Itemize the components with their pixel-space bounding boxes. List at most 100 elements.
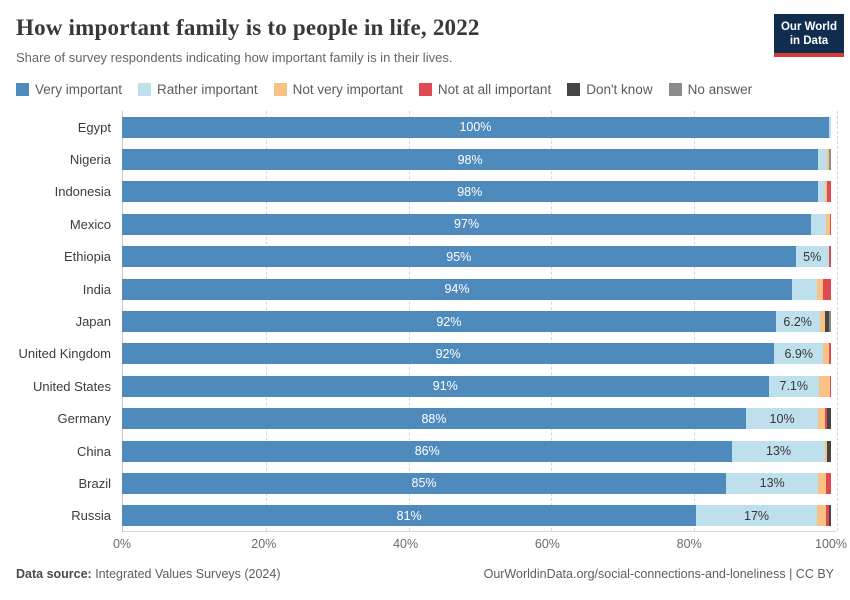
bar-rows: Egypt 100% Nigeria 98% Indonesia 98% Mexico 97%… <box>16 111 834 532</box>
stacked-bar: 92% 6.2% <box>122 311 831 333</box>
bar-segment-very-important[interactable]: 94% <box>122 278 792 300</box>
stacked-bar: 91% 7.1% <box>122 375 831 397</box>
bar-segment-rather-important[interactable]: 6.9% <box>774 343 824 365</box>
bar-segment-don-t-know[interactable] <box>827 440 831 462</box>
bar-segment-rather-important[interactable] <box>828 116 831 138</box>
bar-segment-very-important[interactable]: 98% <box>122 181 818 203</box>
bar-secondary-value-label: 6.9% <box>784 346 813 361</box>
bar-segment-not-very-important[interactable] <box>823 343 829 365</box>
bar-segment-not-at-all-important[interactable] <box>828 246 831 268</box>
bar-value-label: 98% <box>457 184 483 199</box>
bar-segment-rather-important[interactable]: 17% <box>696 505 817 527</box>
legend-item-rather-important: Rather important <box>138 82 258 97</box>
bar-segment-very-important[interactable]: 91% <box>122 375 769 397</box>
country-label: United States <box>32 378 111 394</box>
bar-segment-rather-important[interactable]: 7.1% <box>768 375 819 397</box>
page-title: How important family is to people in lif… <box>16 15 480 40</box>
bar-row-united-states: United States 91% 7.1% <box>16 370 834 402</box>
footer: Data source: Integrated Values Surveys (… <box>16 567 834 581</box>
bar-value-label: 95% <box>446 249 472 264</box>
x-tick-label-60: 60% <box>534 537 560 552</box>
bar-segment-not-at-all-important[interactable] <box>829 213 831 235</box>
bar-segment-very-important[interactable]: 95% <box>122 246 796 268</box>
bar-segment-very-important[interactable]: 86% <box>122 440 733 462</box>
x-tick-label-100: 100% <box>815 537 847 552</box>
bar-segment-not-at-all-important[interactable] <box>826 505 829 527</box>
bar-segment-rather-important[interactable]: 10% <box>745 408 819 430</box>
data-source: Data source: Integrated Values Surveys (… <box>16 567 281 581</box>
bar-segment-rather-important[interactable] <box>818 149 828 171</box>
country-label: Japan <box>75 314 111 330</box>
bar-segment-not-very-important[interactable] <box>824 440 828 462</box>
bar-segment-very-important[interactable]: 98% <box>122 149 819 171</box>
bar-segment-rather-important[interactable]: 13% <box>732 440 825 462</box>
bar-segment-very-important[interactable]: 97% <box>122 213 812 235</box>
country-label: United Kingdom <box>18 346 112 362</box>
bar-segment-rather-important[interactable] <box>811 213 827 235</box>
bar-segment-not-at-all-important[interactable] <box>826 181 831 203</box>
owid-logo-line2: in Data <box>789 35 829 47</box>
country-label: Russia <box>71 508 111 524</box>
bar-segment-very-important[interactable]: 85% <box>122 472 727 494</box>
legend-item-don-t-know: Don't know <box>567 82 653 97</box>
legend-swatch-icon <box>668 83 682 96</box>
bar-segment-rather-important[interactable]: 13% <box>726 472 819 494</box>
country-label: Ethiopia <box>64 249 111 265</box>
bar-segment-don-t-know[interactable] <box>824 311 829 333</box>
country-label: Brazil <box>78 475 111 491</box>
bar-segment-rather-important[interactable] <box>817 181 826 203</box>
bar-secondary-value-label: 13% <box>759 476 785 491</box>
bar-segment-rather-important[interactable] <box>792 278 817 300</box>
owid-logo: Our World in Data <box>774 14 844 57</box>
bar-row-united-kingdom: United Kingdom 92% 6.9% <box>16 338 834 370</box>
bar-segment-very-important[interactable]: 88% <box>122 408 746 430</box>
bar-segment-very-important[interactable]: 100% <box>122 116 829 138</box>
bar-segment-very-important[interactable]: 92% <box>122 311 776 333</box>
bar-segment-not-at-all-important[interactable] <box>828 343 831 365</box>
bar-segment-not-at-all-important[interactable] <box>826 472 831 494</box>
bar-segment-not-very-important[interactable] <box>818 472 827 494</box>
legend-swatch-icon <box>138 83 152 96</box>
legend-label: Rather important <box>157 82 258 97</box>
bar-segment-not-very-important[interactable] <box>818 408 826 430</box>
country-label: Mexico <box>69 216 111 232</box>
bar-segment-rather-important[interactable]: 6.2% <box>775 311 820 333</box>
bar-segment-not-at-all-important[interactable] <box>823 278 831 300</box>
bar-segment-not-very-important[interactable] <box>826 213 830 235</box>
legend-label: Very important <box>35 82 123 97</box>
stacked-bar: 85% 13% <box>122 472 831 494</box>
owid-logo-line1: Our World <box>780 21 837 33</box>
bar-segment-rather-important[interactable]: 5% <box>795 246 829 268</box>
gridline-100 <box>837 111 838 532</box>
bar-segment-not-very-important[interactable] <box>825 181 827 203</box>
legend-swatch-icon <box>418 83 432 96</box>
bar-segment-not-at-all-important[interactable] <box>825 408 828 430</box>
stacked-bar: 86% 13% <box>122 440 831 462</box>
legend-item-very-important: Very important <box>16 82 122 97</box>
stacked-bar: 98% <box>122 149 831 171</box>
bar-row-indonesia: Indonesia 98% <box>16 176 834 208</box>
legend-swatch-icon <box>273 83 287 96</box>
bar-segment-very-important[interactable]: 81% <box>122 505 697 527</box>
x-axis: 0% 20% 40% 60% 80% 100% <box>113 532 847 554</box>
bar-segment-not-very-important[interactable] <box>818 375 830 397</box>
bar-segment-no-answer[interactable] <box>828 149 831 171</box>
bar-segment-no-answer[interactable] <box>828 311 831 333</box>
bar-secondary-value-label: 10% <box>769 411 795 426</box>
legend-label: Not very important <box>292 82 403 97</box>
bar-row-nigeria: Nigeria 98% <box>16 143 834 175</box>
bar-value-label: 81% <box>396 508 422 523</box>
bar-segment-not-very-important[interactable] <box>827 149 829 171</box>
stacked-bar: 95% 5% <box>122 246 831 268</box>
bar-segment-not-very-important[interactable] <box>816 278 824 300</box>
country-label: Nigeria <box>69 152 111 168</box>
legend: Very important Rather important Not very i… <box>16 82 834 97</box>
bar-segment-not-at-all-important[interactable] <box>829 375 831 397</box>
bar-segment-don-t-know[interactable] <box>828 505 831 527</box>
bar-segment-very-important[interactable]: 92% <box>122 343 775 365</box>
bar-segment-don-t-know[interactable] <box>827 408 831 430</box>
bar-segment-not-very-important[interactable] <box>816 505 826 527</box>
owid-url-link[interactable]: OurWorldinData.org/social-connections-an… <box>483 567 834 581</box>
bar-segment-not-very-important[interactable] <box>819 311 825 333</box>
bar-row-china: China 86% 13% <box>16 435 834 467</box>
